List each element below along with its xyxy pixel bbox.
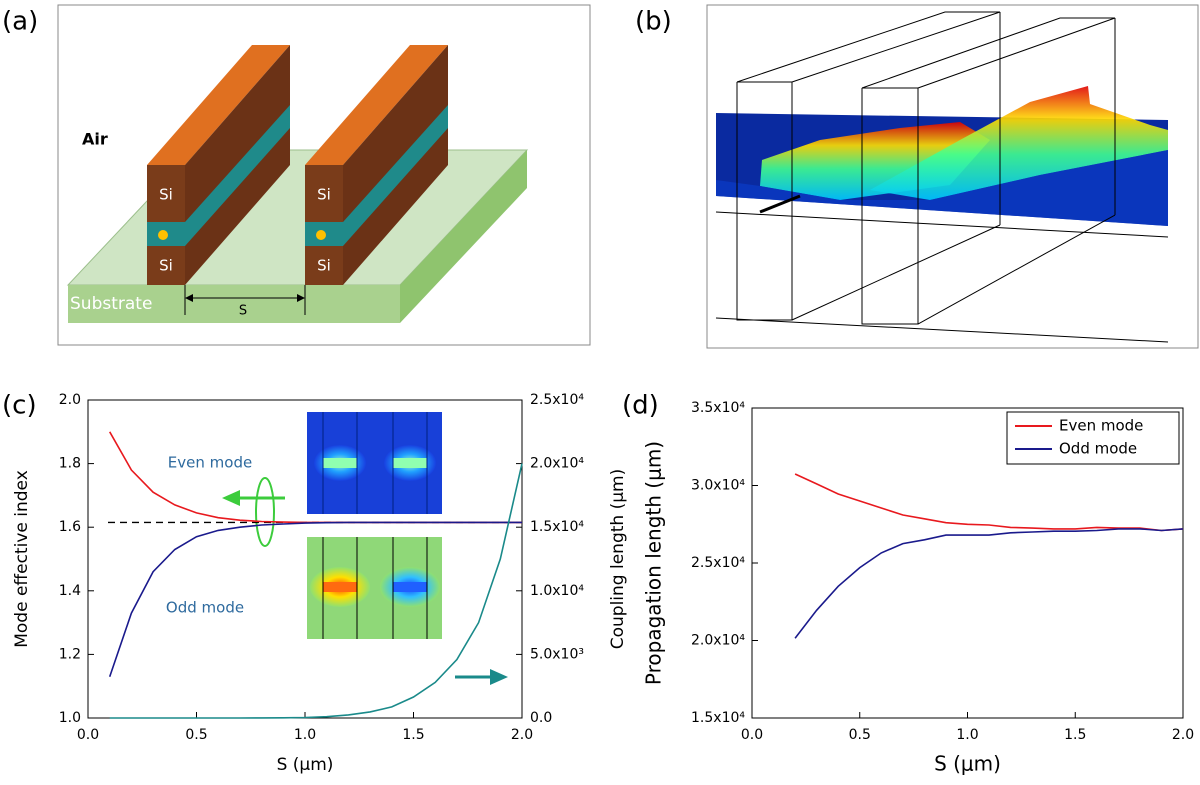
- waveguide: [305, 45, 448, 285]
- y2-tick-label: 5.0x10³: [530, 646, 584, 662]
- series-line: [794, 528, 1184, 639]
- arrow-head: [297, 294, 305, 302]
- y2-tick-label: 1.0x10⁴: [530, 583, 584, 599]
- legend-box: [1006, 411, 1180, 465]
- series-line: [109, 463, 523, 719]
- y-tick-label: 3.5x10⁴: [691, 400, 745, 416]
- y-tick-label: 1.4: [59, 583, 81, 599]
- x-tick-label: 1.5: [402, 727, 424, 743]
- si-label: Si: [159, 186, 173, 204]
- x-tick-label: 0.5: [849, 727, 871, 743]
- legend-label: Even mode: [1059, 417, 1143, 435]
- y-tick-label: 3.0x10⁴: [691, 478, 745, 494]
- y2-tick-label: 2.5x10⁴: [530, 392, 584, 408]
- panel-label: (a): [2, 7, 38, 37]
- y-tick-label: 1.0: [59, 710, 81, 726]
- series-line: [108, 521, 522, 677]
- plot-frame: [87, 399, 523, 719]
- x-axis-label: S (μm): [277, 755, 334, 775]
- legend-label: Odd mode: [1059, 440, 1137, 458]
- arrow-head: [185, 294, 193, 302]
- x-tick-label: 2.0: [1172, 727, 1194, 743]
- y-axis-label: Mode effective index: [12, 470, 32, 648]
- x-tick-label: 1.5: [1064, 727, 1086, 743]
- y-tick-label: 1.6: [59, 519, 81, 535]
- spacing-label: S: [239, 304, 247, 319]
- y-tick-label: 2.0x10⁴: [691, 633, 745, 649]
- series-line: [794, 473, 1184, 532]
- mode-inset: [307, 412, 442, 514]
- axis-indicator: [222, 477, 508, 685]
- si-label: Si: [317, 257, 331, 275]
- x-tick-label: 1.0: [294, 727, 316, 743]
- mode-inset: [307, 537, 442, 639]
- annotation: Odd mode: [166, 599, 244, 617]
- y-tick-label: 2.5x10⁴: [691, 555, 745, 571]
- frame: [57, 4, 591, 346]
- substrate-label: Substrate: [70, 294, 152, 314]
- y2-tick-label: 2.0x10⁴: [530, 456, 584, 472]
- y-tick-label: 1.8: [59, 456, 81, 472]
- substrate-side: [400, 150, 527, 323]
- x-tick-label: 2.0: [511, 727, 533, 743]
- waveguide: [147, 45, 290, 285]
- y2-axis-label: Coupling length (μm): [608, 469, 628, 649]
- substrate-front: [68, 285, 400, 323]
- x-tick-label: 0.0: [77, 727, 99, 743]
- si-label: Si: [317, 186, 331, 204]
- diagram-a: Air Si Si Si Si Substrate S: [57, 4, 591, 346]
- y2-tick-label: 1.5x10⁴: [530, 519, 584, 535]
- annotation: Even mode: [168, 454, 252, 472]
- si-label: Si: [159, 257, 173, 275]
- air-label: Air: [82, 130, 108, 149]
- x-tick-label: 1.0: [956, 727, 978, 743]
- y-tick-label: 1.2: [59, 646, 81, 662]
- y-tick-label: 1.5x10⁴: [691, 710, 745, 726]
- y-tick-label: 2.0: [59, 392, 81, 408]
- substrate-top: [66, 149, 529, 286]
- field-plot-3d: [706, 4, 1199, 349]
- panel-label: (c): [2, 391, 37, 421]
- x-tick-label: 0.5: [185, 727, 207, 743]
- x-axis-label: S (μm): [934, 752, 1001, 776]
- panel-label: (b): [635, 7, 672, 37]
- y-axis-label: Propagation length (μm): [642, 441, 666, 685]
- y2-tick-label: 0.0: [530, 710, 552, 726]
- panel-label: (d): [622, 391, 659, 421]
- x-tick-label: 0.0: [741, 727, 763, 743]
